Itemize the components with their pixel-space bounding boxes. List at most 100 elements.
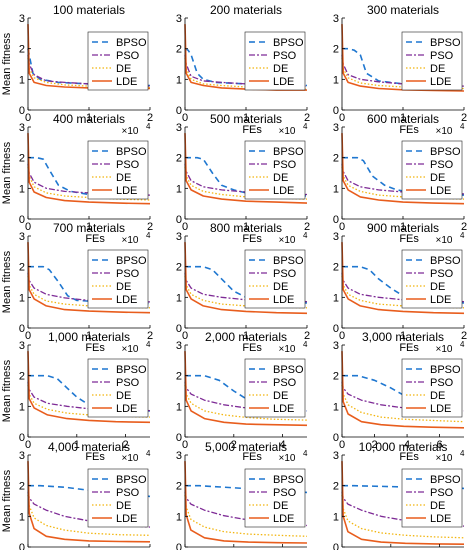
y-tick-label: 2 (176, 44, 182, 56)
y-tick-label: 0 (176, 214, 182, 226)
series-line-lde (341, 461, 465, 545)
legend-label: DE (273, 281, 288, 293)
y-tick-label: 2 (19, 153, 25, 165)
series-line-de (184, 384, 308, 421)
x-tick-label: 2 (231, 439, 237, 451)
y-tick-label: 1 (176, 183, 182, 195)
legend-label: DE (116, 63, 131, 75)
legend-label: BPSO (430, 255, 461, 267)
legend-label: LDE (116, 513, 137, 525)
y-tick-label: 1 (176, 401, 182, 413)
x-tick-label: 1 (86, 221, 92, 233)
series-line-lde (341, 24, 465, 92)
y-axis-label: Mean fitness (1, 359, 13, 422)
x-tick-label: 0 (25, 221, 31, 233)
x-axis-label: FEs (399, 451, 419, 463)
subplot-title: 5,000 materials (205, 440, 287, 454)
x-exponent: ×10 (436, 126, 453, 137)
y-tick-label: 3 (176, 231, 182, 243)
x-tick-label: 0 (182, 439, 188, 451)
series-line-de (341, 384, 465, 423)
subplot-title: 1,000 materials (48, 330, 130, 344)
x-exponent: ×10 (279, 126, 296, 137)
series-line-lde (341, 133, 465, 205)
legend-label: DE (430, 500, 445, 512)
y-tick-label: 2 (19, 371, 25, 383)
subplot-title: 3,000 materials (362, 330, 444, 344)
y-tick-label: 0 (333, 432, 339, 444)
y-tick-label: 1 (176, 511, 182, 523)
x-tick-label: 2 (147, 330, 153, 342)
x-axis-label: FEs (242, 451, 262, 463)
y-tick-label: 2 (176, 262, 182, 274)
x-exponent-power: 4 (303, 122, 308, 131)
y-tick-label: 1 (19, 183, 25, 195)
legend-label: PSO (273, 50, 297, 62)
y-tick-label: 1 (19, 74, 25, 86)
x-tick-label: 2 (304, 221, 310, 233)
x-tick-label: 1 (243, 330, 249, 342)
legend-label: LDE (273, 76, 294, 88)
y-tick-label: 0 (333, 214, 339, 226)
x-exponent: ×10 (122, 235, 139, 246)
legend-label: DE (116, 281, 131, 293)
legend-label: PSO (430, 50, 454, 62)
y-tick-label: 2 (176, 153, 182, 165)
x-axis-label: FEs (85, 342, 105, 354)
y-tick-label: 3 (19, 450, 25, 462)
legend-label: LDE (273, 294, 294, 306)
legend-label: DE (430, 172, 445, 184)
x-tick-label: 2 (461, 112, 467, 124)
series-line-bpso (28, 156, 151, 198)
series-line-lde (341, 351, 465, 429)
y-tick-label: 0 (176, 105, 182, 117)
x-exponent-power: 4 (303, 231, 308, 240)
legend-label: BPSO (116, 255, 147, 267)
x-axis-label: FEs (242, 124, 262, 136)
legend-label: PSO (430, 268, 454, 280)
y-tick-label: 2 (19, 44, 25, 56)
x-tick-label: 1 (74, 439, 80, 451)
series-line-pso (184, 54, 308, 87)
y-tick-label: 1 (19, 511, 25, 523)
x-tick-label: 0 (182, 330, 188, 342)
legend-label: DE (116, 500, 131, 512)
series-line-lde (184, 351, 308, 427)
x-exponent-power: 4 (146, 122, 151, 131)
x-tick-label: 0 (182, 221, 188, 233)
legend-label: DE (273, 63, 288, 75)
y-tick-label: 2 (333, 371, 339, 383)
x-tick-label: 4 (280, 439, 286, 451)
y-tick-label: 3 (19, 13, 25, 25)
y-tick-label: 3 (333, 13, 339, 25)
y-tick-label: 3 (19, 340, 25, 352)
series-line-lde (184, 461, 308, 544)
legend-label: BPSO (273, 146, 304, 158)
subplot-15: 10,000 materials0123012FEs×105BPSOPSODEL… (333, 440, 465, 550)
series-line-pso (27, 381, 151, 412)
y-tick-label: 1 (333, 401, 339, 413)
legend-label: PSO (273, 487, 297, 499)
subplot-title: 300 materials (367, 3, 439, 17)
x-tick-label: 0 (339, 221, 345, 233)
legend-label: BPSO (116, 37, 147, 49)
legend-label: BPSO (430, 37, 461, 49)
legend-label: PSO (430, 377, 454, 389)
legend-label: LDE (430, 513, 451, 525)
legend-label: DE (430, 63, 445, 75)
x-exponent-power: 4 (146, 449, 151, 458)
x-exponent: ×10 (122, 453, 139, 464)
legend-label: PSO (116, 377, 140, 389)
subplot-title: 10,000 materials (359, 440, 448, 454)
x-axis-label: FEs (242, 342, 262, 354)
